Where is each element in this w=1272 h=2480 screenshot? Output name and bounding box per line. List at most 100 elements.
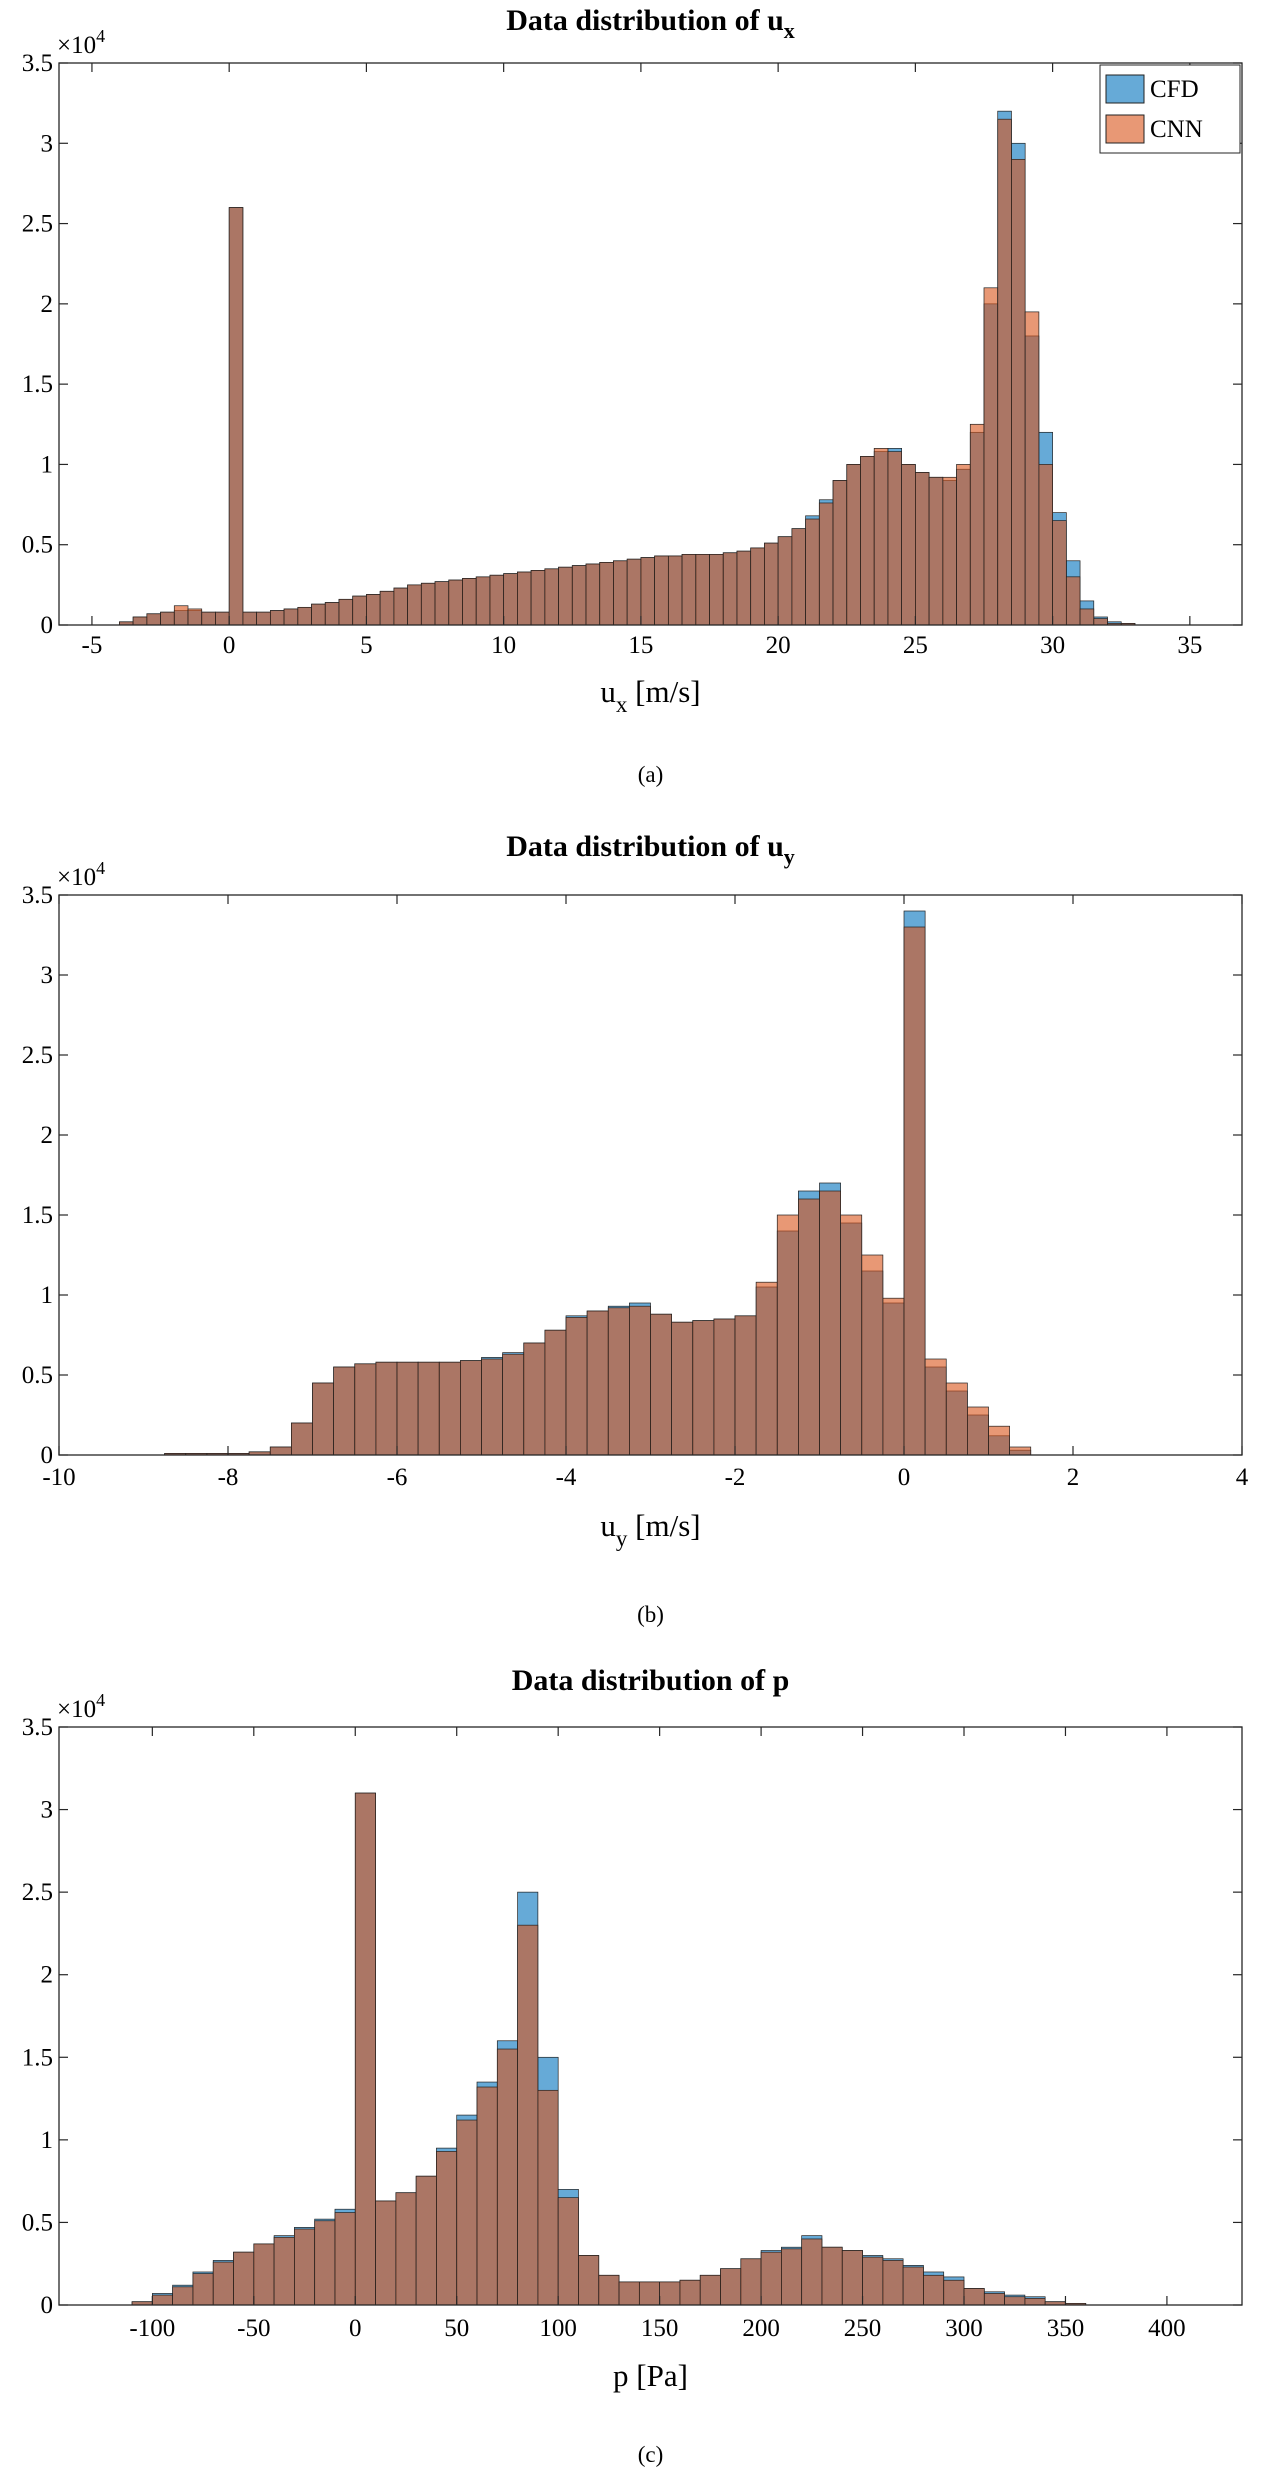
x-tick-label: 0 <box>349 2315 362 2342</box>
histogram-bar <box>1079 608 1095 626</box>
histogram-bar <box>1024 2298 1046 2306</box>
x-label-unit: [m/s] <box>627 1508 700 1543</box>
histogram-bar <box>841 2250 863 2306</box>
histogram-bar <box>740 2258 762 2306</box>
histogram-bar <box>667 555 683 626</box>
histogram-bar <box>654 555 669 626</box>
histogram-bar <box>312 1382 334 1456</box>
y-tick-label: 0.5 <box>22 532 53 559</box>
x-tick-label: 200 <box>742 2315 780 2342</box>
histogram-bar <box>887 451 902 626</box>
x-tick-label: -2 <box>725 1464 746 1491</box>
x-label-text: u <box>600 1508 616 1543</box>
histogram-bar <box>692 1320 715 1456</box>
histogram-bar <box>585 563 601 626</box>
histogram-bar <box>776 1214 799 1456</box>
histogram-bar <box>291 1422 313 1456</box>
x-axis-label: p [Pa] <box>613 2358 688 2393</box>
chart-title: Data distribution of p <box>512 1664 790 1697</box>
histogram-bar <box>481 1358 503 1456</box>
histogram-bar <box>659 2281 681 2306</box>
histogram-bar <box>407 584 422 626</box>
histogram-bar <box>832 480 848 626</box>
histogram-bar <box>967 1406 989 1456</box>
histogram-bar <box>415 2175 437 2306</box>
y-tick-label: 3 <box>41 962 54 989</box>
x-tick-label: 25 <box>903 632 928 659</box>
histogram-bar <box>324 602 340 626</box>
x-tick-label: -5 <box>82 632 103 659</box>
histogram-bar <box>354 1792 376 2306</box>
histogram-bar <box>699 2274 721 2306</box>
histogram-bar <box>1011 158 1026 626</box>
histogram-bar <box>638 2281 660 2306</box>
histogram-bar <box>755 1281 778 1456</box>
x-tick-label: 35 <box>1177 632 1202 659</box>
histogram-bar <box>1052 520 1067 626</box>
histogram-bar <box>963 2288 985 2306</box>
histogram-bar <box>679 2279 701 2306</box>
histogram-bar <box>882 1297 905 1456</box>
histogram-bar <box>613 560 628 626</box>
histogram-bar <box>607 1307 630 1456</box>
histogram-bar <box>873 448 889 626</box>
histogram-bar <box>1009 1446 1032 1456</box>
histogram-bar <box>462 578 477 626</box>
histogram-bar <box>187 608 203 626</box>
histogram-bar <box>840 1214 863 1456</box>
title-text: Data distribution of p <box>512 1664 790 1697</box>
histogram-bar <box>146 613 161 626</box>
histogram-bar <box>736 550 752 626</box>
histogram-bar <box>544 1329 567 1456</box>
x-tick-label: 30 <box>1040 632 1065 659</box>
histogram-bar <box>571 565 587 626</box>
histogram-bar <box>537 2089 559 2306</box>
histogram-bar <box>476 2086 498 2306</box>
x-tick-label: 5 <box>360 632 373 659</box>
panel-caption: (b) <box>637 1602 664 1627</box>
histogram-bar <box>734 1315 757 1456</box>
y-tick-label: 3.5 <box>22 1714 53 1741</box>
histogram-bar <box>489 574 505 626</box>
histogram-bar <box>273 2236 295 2306</box>
x-tick-label: -6 <box>387 1464 408 1491</box>
histogram-bar <box>253 2243 275 2306</box>
histogram-bar <box>578 2255 600 2306</box>
histogram-bar <box>438 1361 461 1456</box>
histogram-bar <box>172 2286 194 2306</box>
histogram-bar <box>821 2246 843 2306</box>
exponent-power: 4 <box>96 26 105 46</box>
histogram-bar <box>352 595 367 626</box>
histogram-bar <box>393 587 408 626</box>
histogram-bar <box>988 1425 1010 1456</box>
histogram-bar <box>530 570 546 626</box>
histogram-bar <box>294 2228 316 2306</box>
y-tick-label: 1 <box>41 2127 54 2154</box>
histogram-bar <box>314 2220 336 2306</box>
chart-title: Data distribution of uy <box>506 830 795 869</box>
x-tick-label: -10 <box>42 1464 75 1491</box>
histogram-bar <box>903 926 926 1456</box>
x-tick-label: -4 <box>556 1464 577 1491</box>
histogram-bar <box>805 518 820 626</box>
x-tick-label: 2 <box>1067 1464 1080 1491</box>
x-label-unit: [m/s] <box>627 674 700 709</box>
axes-box <box>58 894 1243 1456</box>
histogram-bar <box>586 1310 609 1456</box>
x-label-subscript: x <box>616 692 628 717</box>
x-tick-label: 15 <box>628 632 653 659</box>
x-tick-label: 0 <box>898 1464 911 1491</box>
legend-label: CFD <box>1150 76 1199 103</box>
histogram-bar <box>901 464 916 626</box>
histogram-bar <box>333 1366 356 1456</box>
histogram-bar <box>777 536 793 626</box>
histogram-bar <box>760 2251 782 2306</box>
histogram-bar <box>269 610 285 626</box>
histogram-bar <box>1038 464 1053 626</box>
histogram-bar <box>997 118 1012 626</box>
y-tick-label: 2.5 <box>22 1879 53 1906</box>
y-tick-label: 2.5 <box>22 211 53 238</box>
histogram-bar <box>173 605 189 626</box>
x-axis-label: ux [m/s] <box>600 674 700 717</box>
